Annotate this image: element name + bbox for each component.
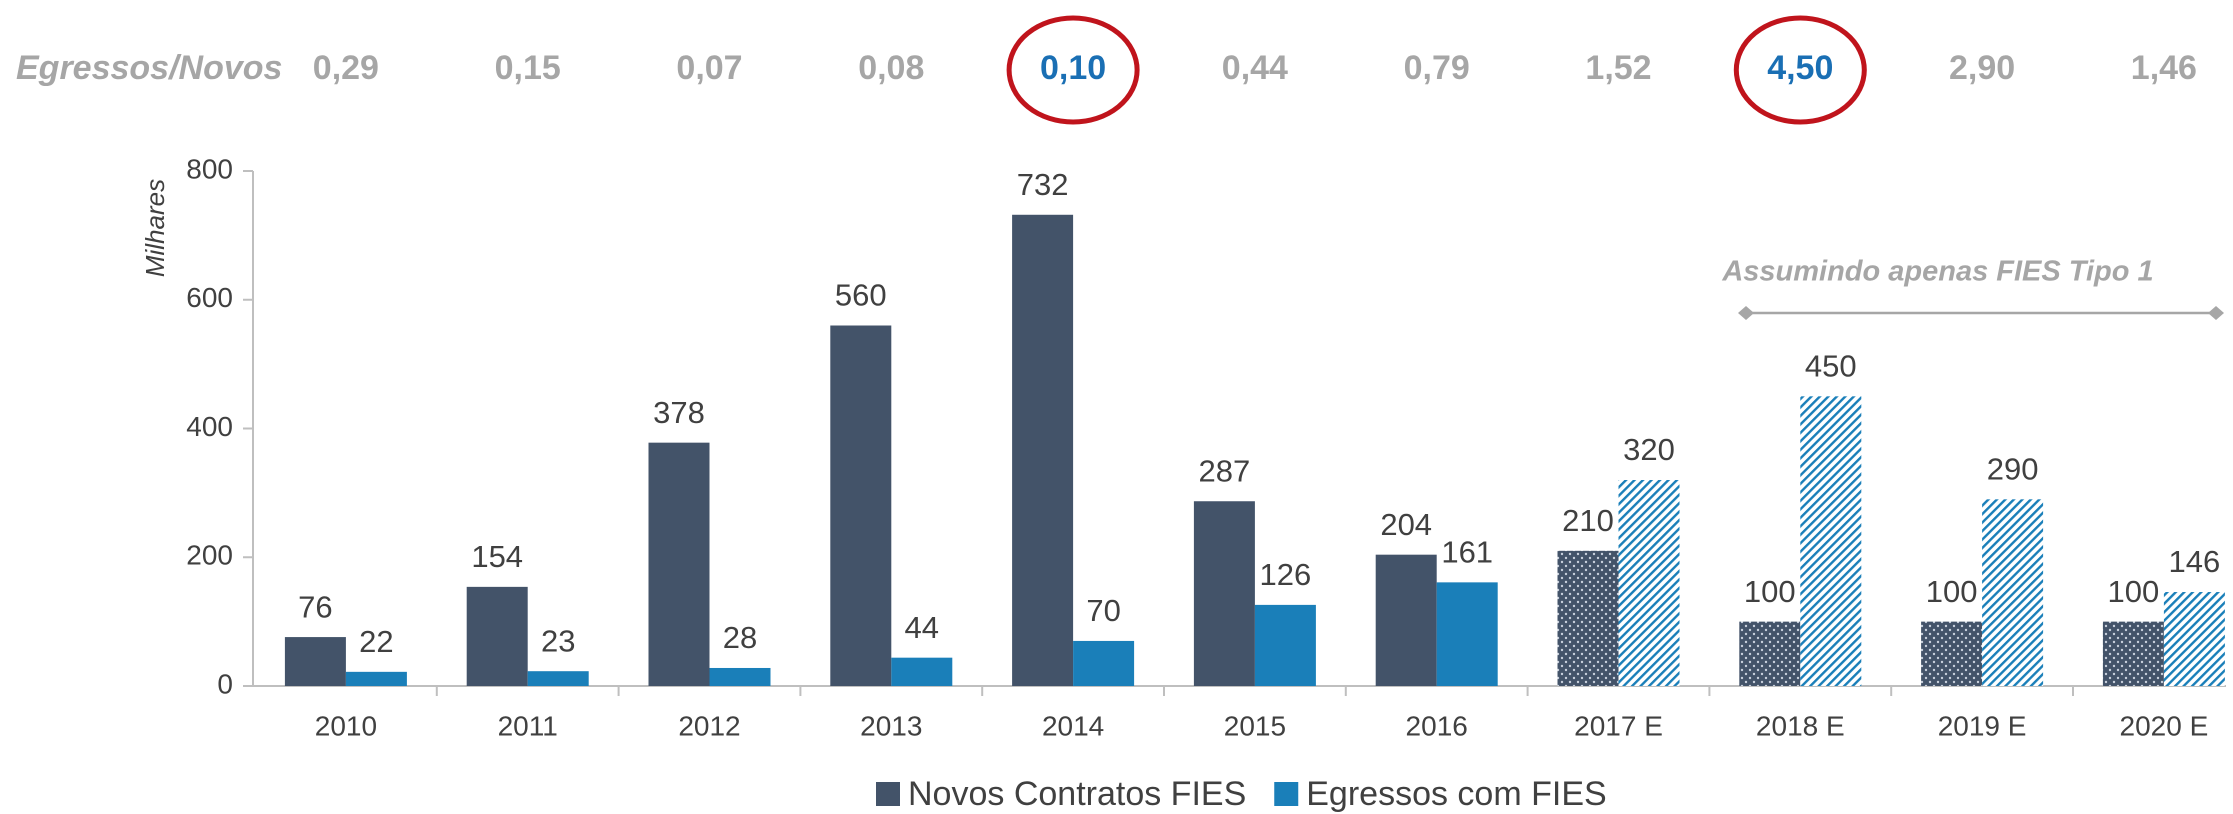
y-tick-label: 0	[217, 668, 233, 699]
data-label: 161	[1441, 535, 1493, 570]
x-tick-label: 2013	[860, 710, 922, 741]
y-tick-label: 800	[186, 153, 233, 184]
bar	[345, 671, 407, 686]
x-tick-label: 2017 E	[1574, 710, 1663, 741]
bar	[1193, 501, 1255, 686]
ratio-value: 0,08	[858, 49, 924, 87]
data-label: 204	[1380, 507, 1432, 542]
x-tick-label: 2010	[315, 710, 377, 741]
data-label: 23	[541, 623, 575, 658]
x-tick-label: 2012	[678, 710, 740, 741]
data-label: 378	[653, 395, 705, 430]
ratio-value: 1,46	[2131, 49, 2197, 87]
x-tick-label: 2014	[1042, 710, 1104, 741]
bar	[830, 325, 892, 686]
data-label: 70	[1086, 593, 1120, 628]
ratio-value: 0,07	[676, 49, 742, 87]
y-tick-label: 600	[186, 282, 233, 313]
data-label: 450	[1805, 349, 1857, 384]
ratio-value: 0,79	[1404, 49, 1470, 87]
legend-label: Egressos com FIES	[1306, 775, 1606, 813]
data-label: 22	[359, 624, 393, 659]
bar	[709, 667, 771, 686]
highlight-circle	[1006, 15, 1140, 125]
y-tick-label: 400	[186, 411, 233, 442]
ratio-value: 0,29	[313, 49, 379, 87]
data-label: 100	[1926, 574, 1978, 609]
data-label: 126	[1260, 557, 1312, 592]
x-tick-label: 2011	[498, 710, 558, 741]
x-tick-label: 2019 E	[1938, 710, 2027, 741]
data-label: 210	[1562, 503, 1614, 538]
ratio-label: Egressos/Novos	[16, 49, 282, 87]
bar	[1073, 640, 1135, 686]
legend-swatch	[876, 782, 900, 806]
bar	[1436, 582, 1498, 686]
data-label: 100	[1744, 574, 1796, 609]
data-label: 76	[298, 589, 332, 624]
bar	[1557, 550, 1619, 686]
ratio-value: 0,15	[495, 49, 561, 87]
legend-swatch	[1274, 782, 1299, 806]
ratio-value: 1,52	[1585, 49, 1651, 87]
ratio-value: 2,90	[1949, 49, 2015, 87]
data-label: 154	[471, 539, 523, 574]
x-tick-label: 2020 E	[2120, 710, 2209, 741]
annotation: Assumindo apenas FIES Tipo 1	[1721, 256, 2153, 288]
y-tick-label: 200	[186, 540, 233, 571]
bar	[1739, 621, 1801, 686]
x-tick-label: 2016	[1406, 710, 1468, 741]
y-axis-label: Milhares	[140, 179, 170, 277]
data-label: 560	[835, 278, 887, 313]
data-label: 320	[1623, 432, 1675, 467]
bar	[891, 657, 953, 686]
data-label: 287	[1199, 453, 1251, 488]
data-label: 100	[2108, 574, 2160, 609]
highlight-circle	[1733, 15, 1867, 125]
ratio-value: 0,10	[1040, 49, 1106, 87]
bar	[1982, 499, 2044, 686]
legend-label: Novos Contratos FIES	[908, 775, 1246, 813]
ratio-value: 0,44	[1222, 49, 1288, 87]
bar	[284, 637, 346, 686]
bar	[1618, 480, 1680, 686]
ratio-value: 4,50	[1767, 49, 1833, 87]
bar	[527, 671, 589, 686]
bar	[2102, 621, 2164, 686]
bar	[466, 586, 528, 686]
data-label: 290	[1987, 452, 2039, 487]
data-label: 146	[2169, 544, 2221, 579]
bar	[1800, 396, 1862, 686]
bar	[1921, 621, 1983, 686]
bar	[648, 442, 710, 686]
bar	[1012, 214, 1074, 686]
data-label: 28	[723, 620, 757, 655]
bar	[1254, 604, 1316, 686]
x-tick-label: 2018 E	[1756, 710, 1845, 741]
bar	[2163, 592, 2225, 686]
x-tick-label: 2015	[1224, 710, 1286, 741]
data-label: 44	[905, 610, 939, 645]
bar	[1375, 554, 1437, 686]
data-label: 732	[1017, 167, 1069, 202]
